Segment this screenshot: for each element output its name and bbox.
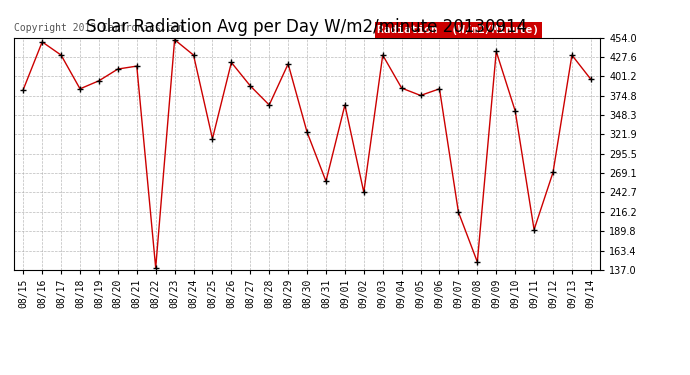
Title: Solar Radiation Avg per Day W/m2/minute 20130914: Solar Radiation Avg per Day W/m2/minute … bbox=[86, 18, 528, 36]
Text: Copyright 2013 Cartronics.com: Copyright 2013 Cartronics.com bbox=[14, 23, 184, 33]
Text: Radiation  (W/m2/Minute): Radiation (W/m2/Minute) bbox=[377, 25, 540, 35]
